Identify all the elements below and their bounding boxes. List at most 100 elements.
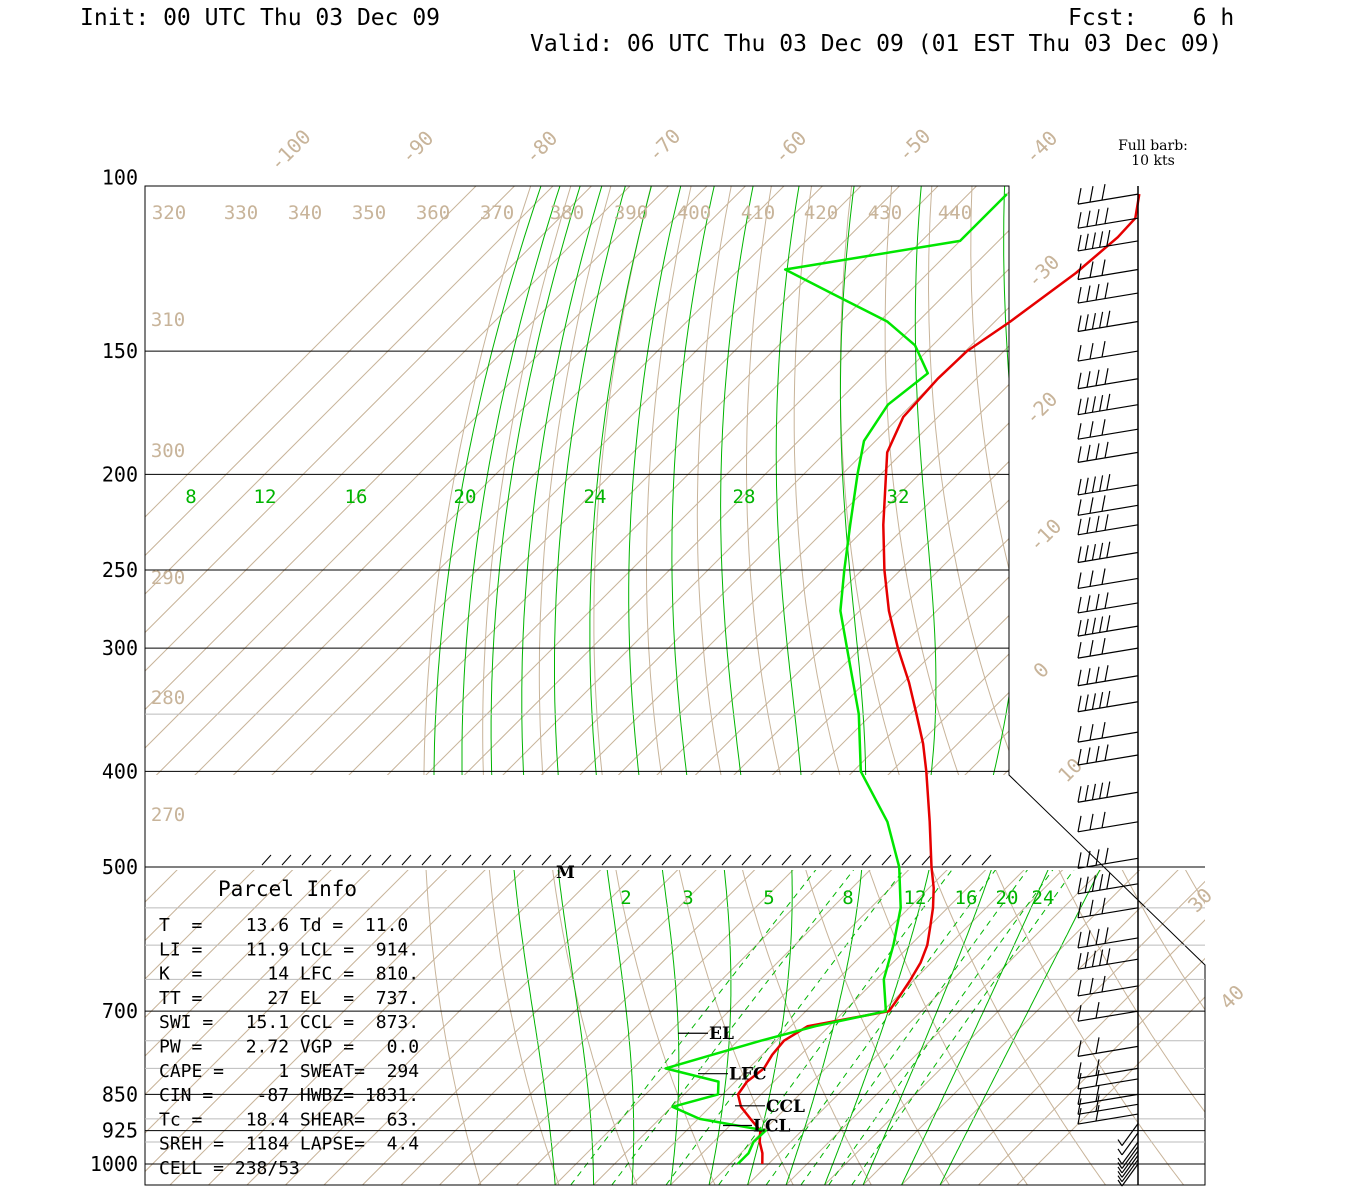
moist-adiabat-line <box>554 186 626 775</box>
valid-time-label: Valid: 06 UTC Thu 03 Dec 09 (01 EST Thu … <box>530 31 1223 57</box>
parcel-info-row: CELL = 238/53 <box>159 1158 300 1179</box>
dry-adiabat-line <box>1130 132 1350 1185</box>
moist-adiabat-label: 12 <box>254 486 277 508</box>
wind-barb <box>1077 541 1139 564</box>
wind-barb <box>1117 1150 1139 1174</box>
dry-adiabat-line <box>927 186 1009 753</box>
mixing-ratio-label: 12 <box>904 887 927 909</box>
moist-adiabat-line <box>589 186 652 775</box>
moist-adiabat-line <box>433 186 542 775</box>
pressure-tick-label: 1000 <box>90 1152 138 1176</box>
isotherm-label: 0 <box>1028 657 1053 682</box>
wind-barb <box>1077 1037 1139 1057</box>
moist-adiabat-line <box>628 186 682 775</box>
hatch-mark <box>381 854 392 866</box>
wind-barb <box>1077 872 1139 895</box>
theta-label: 310 <box>151 309 185 331</box>
isotherm-line <box>733 499 1009 775</box>
theta-label: 280 <box>151 687 185 709</box>
hatch-mark <box>421 854 432 866</box>
isotherm-line <box>516 870 833 1185</box>
mixing-ratio-label: 2 <box>620 887 631 909</box>
isotherm-label: 40 <box>1215 980 1249 1014</box>
isotherm-line <box>785 870 1102 1185</box>
dry-adiabat-line <box>1168 132 1350 1185</box>
wind-barb <box>1077 340 1139 362</box>
parcel-info-title: Parcel Info <box>218 877 357 901</box>
moist-adiabat-label: 20 <box>454 486 477 508</box>
wind-barb <box>1077 927 1139 949</box>
isotherm-line <box>939 919 1205 1185</box>
isotherm-line <box>502 268 1009 775</box>
mixing-ratio-lines <box>433 155 1120 1185</box>
mixing-ratio-line <box>718 870 953 1185</box>
isotherm-line <box>862 870 1179 1185</box>
wind-barb <box>1077 474 1139 496</box>
isotherm-line <box>425 191 1009 775</box>
parcel-info-row: LI = 11.9 LCL = 914. <box>159 939 419 960</box>
moist-adiabat-line <box>879 155 1120 1185</box>
dry-adiabat-line <box>1052 132 1350 1185</box>
isotherm-label: -60 <box>769 126 812 169</box>
isotherm-label: 30 <box>1183 883 1217 917</box>
moist-adiabat-line <box>914 186 937 775</box>
dry-adiabat-line <box>970 186 1009 572</box>
dry-adiabat-line <box>1323 132 1350 1185</box>
wind-barb <box>1077 948 1139 970</box>
wind-barb <box>1077 495 1139 516</box>
wind-barb <box>1077 811 1139 833</box>
isotherm-label: -10 <box>1024 514 1067 557</box>
wind-barb <box>1077 207 1139 229</box>
moist-adiabat-line <box>513 870 556 1185</box>
moist-adiabat-line <box>775 186 802 775</box>
hatch-mark <box>321 854 332 866</box>
moist-adiabat-line <box>785 870 863 1185</box>
moist-adiabat-label: 16 <box>345 486 368 508</box>
isotherm-line <box>656 422 1009 775</box>
wind-barb <box>1077 184 1139 205</box>
wind-barb <box>1117 1154 1139 1178</box>
level-label-lcl: LCL <box>753 1116 790 1136</box>
pressure-tick-label: 150 <box>102 339 138 363</box>
moist-adiabat-line <box>747 870 793 1185</box>
isotherm-line <box>694 460 1009 775</box>
hatch-mark <box>841 854 852 866</box>
theta-label: 330 <box>224 202 258 224</box>
theta-label: 420 <box>804 202 838 224</box>
dry-adiabat-line <box>488 870 560 1185</box>
moist-adiabat-line <box>671 186 715 775</box>
isotherm-label: -100 <box>265 125 316 176</box>
isotherm-lines <box>145 132 1350 1185</box>
isotherm-line <box>810 576 1009 775</box>
hatch-mark <box>541 854 552 866</box>
dry-adiabat-line <box>678 870 794 1185</box>
dry-adiabat-line <box>1091 132 1350 1185</box>
dry-adiabat-line <box>995 870 1184 1185</box>
forecast-hour-label: Fcst: 6 h <box>1068 5 1235 31</box>
moist-adiabat-line <box>862 870 992 1185</box>
hatch-mark <box>481 854 492 866</box>
isotherm-line <box>477 870 794 1185</box>
wind-barb <box>1077 1059 1139 1079</box>
wind-barb <box>1077 1069 1139 1090</box>
wind-barb <box>1077 1085 1139 1105</box>
hatch-mark <box>301 854 312 866</box>
isotherm-line <box>887 653 1009 775</box>
dry-adiabat-line <box>1207 132 1350 1185</box>
wind-barb <box>1077 847 1139 869</box>
isotherm-line <box>271 186 862 775</box>
isotherm-line <box>824 870 1141 1185</box>
moist-adiabat-line <box>606 870 635 1185</box>
isotherm-label: -50 <box>893 124 936 167</box>
dry-adiabat-line <box>1121 870 1205 1011</box>
wind-barb <box>1077 615 1139 637</box>
level-label-lfc: LFC <box>729 1065 767 1085</box>
mixing-ratio-line <box>828 870 1054 1185</box>
hatch-mark <box>521 854 532 866</box>
parcel-info-row: CIN = -87 HWBZ= 1831. <box>159 1085 419 1106</box>
isotherm-line <box>617 383 1009 775</box>
dewpoint-trace <box>664 193 1008 1165</box>
dry-adiabat-line <box>1012 132 1350 1185</box>
isotherm-line <box>439 870 756 1185</box>
wind-barb <box>1077 310 1139 333</box>
